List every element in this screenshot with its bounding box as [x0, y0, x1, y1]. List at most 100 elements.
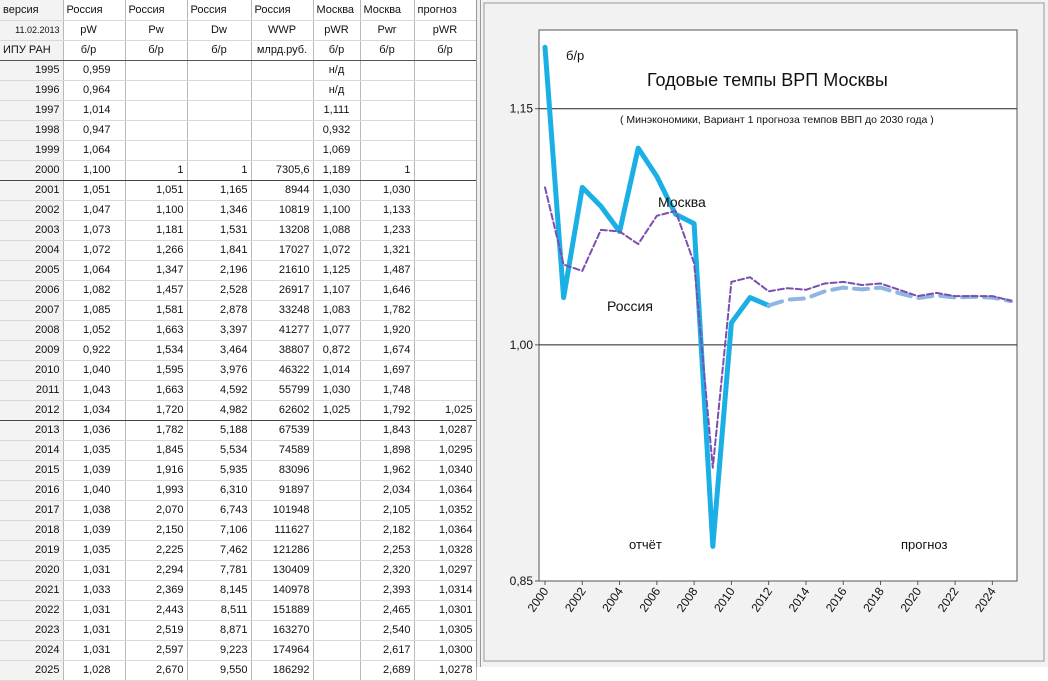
value-cell[interactable]: 1,035 [63, 440, 125, 460]
value-cell[interactable]: 1,165 [187, 180, 251, 200]
value-cell[interactable]: 1,085 [63, 300, 125, 320]
header-cell[interactable]: Москва [360, 0, 414, 20]
header-cell[interactable]: б/р [414, 40, 476, 60]
value-cell[interactable] [251, 80, 313, 100]
value-cell[interactable]: 8,871 [187, 620, 251, 640]
value-cell[interactable]: 0,932 [313, 120, 360, 140]
header-cell[interactable]: Pw [125, 20, 187, 40]
year-cell[interactable]: 2018 [0, 520, 63, 540]
year-cell[interactable]: 2005 [0, 260, 63, 280]
value-cell[interactable]: 1,0352 [414, 500, 476, 520]
value-cell[interactable]: 83096 [251, 460, 313, 480]
value-cell[interactable]: 1,030 [313, 180, 360, 200]
value-cell[interactable]: 3,397 [187, 320, 251, 340]
header-cell[interactable]: Pwr [360, 20, 414, 40]
value-cell[interactable]: 2,393 [360, 580, 414, 600]
value-cell[interactable]: 26917 [251, 280, 313, 300]
value-cell[interactable]: 1,993 [125, 480, 187, 500]
value-cell[interactable]: 1,845 [125, 440, 187, 460]
year-cell[interactable]: 2017 [0, 500, 63, 520]
value-cell[interactable]: 121286 [251, 540, 313, 560]
value-cell[interactable]: 1,581 [125, 300, 187, 320]
value-cell[interactable]: 1,595 [125, 360, 187, 380]
value-cell[interactable]: 1,033 [63, 580, 125, 600]
value-cell[interactable]: 13208 [251, 220, 313, 240]
value-cell[interactable]: 186292 [251, 660, 313, 680]
year-cell[interactable]: 2022 [0, 600, 63, 620]
year-cell[interactable]: 2016 [0, 480, 63, 500]
value-cell[interactable] [313, 640, 360, 660]
header-cell[interactable]: ИПУ РАН [0, 40, 63, 60]
value-cell[interactable] [313, 540, 360, 560]
value-cell[interactable]: 2,369 [125, 580, 187, 600]
value-cell[interactable] [187, 80, 251, 100]
header-cell[interactable]: версия [0, 0, 63, 20]
value-cell[interactable] [414, 320, 476, 340]
value-cell[interactable]: 1,125 [313, 260, 360, 280]
value-cell[interactable]: 74589 [251, 440, 313, 460]
value-cell[interactable]: 2,878 [187, 300, 251, 320]
value-cell[interactable] [414, 220, 476, 240]
header-cell[interactable]: Россия [125, 0, 187, 20]
header-cell[interactable]: pWR [313, 20, 360, 40]
value-cell[interactable]: 2,597 [125, 640, 187, 660]
value-cell[interactable] [313, 560, 360, 580]
header-cell[interactable]: Россия [187, 0, 251, 20]
value-cell[interactable] [187, 140, 251, 160]
value-cell[interactable]: 5,935 [187, 460, 251, 480]
value-cell[interactable]: 1,531 [187, 220, 251, 240]
value-cell[interactable] [251, 120, 313, 140]
value-cell[interactable]: 1,100 [313, 200, 360, 220]
header-cell[interactable]: прогноз [414, 0, 476, 20]
value-cell[interactable]: 1,100 [63, 160, 125, 180]
year-cell[interactable]: 2010 [0, 360, 63, 380]
value-cell[interactable]: 1,697 [360, 360, 414, 380]
header-cell[interactable]: Россия [251, 0, 313, 20]
value-cell[interactable]: 17027 [251, 240, 313, 260]
year-cell[interactable]: 2009 [0, 340, 63, 360]
value-cell[interactable]: 1,025 [313, 400, 360, 420]
value-cell[interactable]: 0,964 [63, 80, 125, 100]
value-cell[interactable]: 1,014 [313, 360, 360, 380]
year-cell[interactable]: 2019 [0, 540, 63, 560]
header-cell[interactable]: WWP [251, 20, 313, 40]
header-cell[interactable]: млрд.руб. [251, 40, 313, 60]
value-cell[interactable]: 1,031 [63, 600, 125, 620]
value-cell[interactable] [414, 180, 476, 200]
value-cell[interactable]: 38807 [251, 340, 313, 360]
value-cell[interactable]: 1,457 [125, 280, 187, 300]
value-cell[interactable]: 1,720 [125, 400, 187, 420]
year-cell[interactable]: 2004 [0, 240, 63, 260]
value-cell[interactable]: 174964 [251, 640, 313, 660]
value-cell[interactable]: 1,0301 [414, 600, 476, 620]
value-cell[interactable] [313, 620, 360, 640]
value-cell[interactable]: 1,181 [125, 220, 187, 240]
value-cell[interactable]: 2,196 [187, 260, 251, 280]
header-cell[interactable]: б/р [360, 40, 414, 60]
value-cell[interactable] [313, 420, 360, 440]
value-cell[interactable]: 2,540 [360, 620, 414, 640]
value-cell[interactable]: 0,947 [63, 120, 125, 140]
value-cell[interactable]: 2,182 [360, 520, 414, 540]
value-cell[interactable] [187, 60, 251, 80]
value-cell[interactable]: 1,920 [360, 320, 414, 340]
value-cell[interactable] [313, 600, 360, 620]
value-cell[interactable]: 1,031 [63, 620, 125, 640]
year-cell[interactable]: 2011 [0, 380, 63, 400]
value-cell[interactable] [187, 120, 251, 140]
year-cell[interactable]: 2006 [0, 280, 63, 300]
value-cell[interactable]: 140978 [251, 580, 313, 600]
value-cell[interactable]: 1,347 [125, 260, 187, 280]
value-cell[interactable] [360, 120, 414, 140]
value-cell[interactable]: 0,959 [63, 60, 125, 80]
value-cell[interactable]: 1,0295 [414, 440, 476, 460]
value-cell[interactable]: 1,039 [63, 520, 125, 540]
value-cell[interactable]: 1,487 [360, 260, 414, 280]
value-cell[interactable] [414, 340, 476, 360]
year-cell[interactable]: 1999 [0, 140, 63, 160]
value-cell[interactable]: 6,743 [187, 500, 251, 520]
value-cell[interactable]: 21610 [251, 260, 313, 280]
value-cell[interactable]: 1,043 [63, 380, 125, 400]
value-cell[interactable]: 1,039 [63, 460, 125, 480]
value-cell[interactable]: 1 [360, 160, 414, 180]
